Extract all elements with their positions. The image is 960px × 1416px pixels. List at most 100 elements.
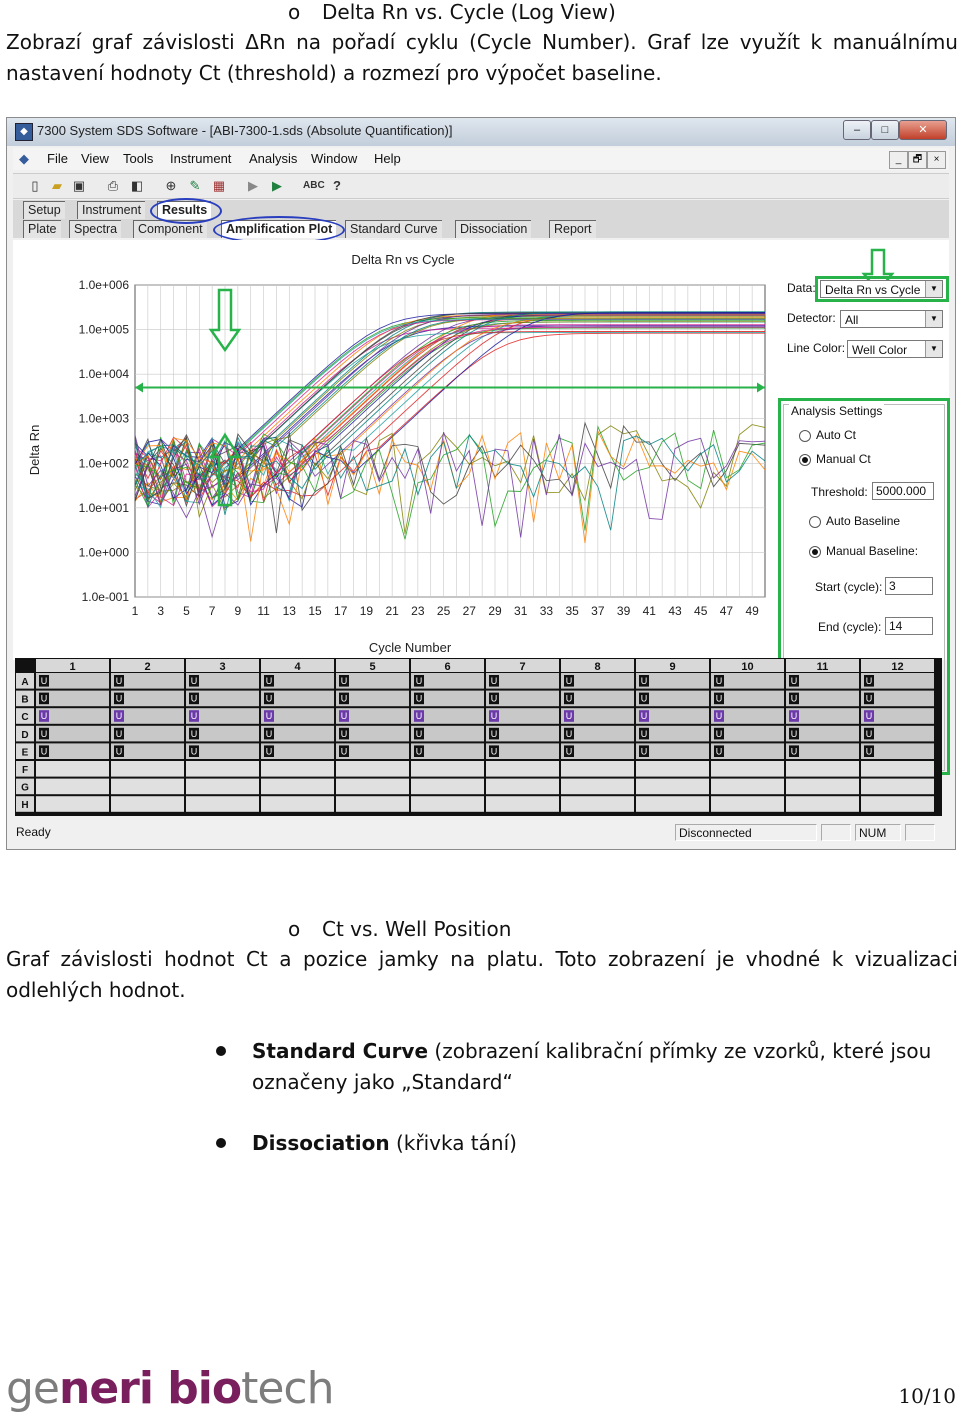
well-mark-bg — [639, 745, 649, 757]
well-mark-bg — [114, 727, 124, 740]
well-mark-bg — [264, 745, 274, 757]
plate-column-header-bg — [486, 659, 559, 672]
mdi-minimize-button[interactable]: _ — [889, 151, 908, 169]
well-mark: U — [266, 711, 273, 721]
plate-row-header-bg — [16, 708, 34, 724]
table-icon[interactable]: ▦ — [212, 178, 226, 193]
x-tick-label: 27 — [463, 604, 477, 618]
well-mark: U — [341, 746, 348, 756]
auto-ct-radio[interactable] — [799, 430, 811, 442]
analysis-settings-title: Analysis Settings — [789, 404, 885, 418]
plate-row-header: D — [21, 730, 28, 741]
minimize-button[interactable]: – — [843, 120, 871, 140]
x-tick-label: 41 — [643, 604, 657, 618]
play-icon[interactable]: ▶ — [272, 178, 282, 193]
tab-setup[interactable]: Setup — [23, 201, 65, 219]
run-icon[interactable]: ▶ — [248, 178, 258, 193]
plate-column-header-bg — [336, 659, 409, 672]
well-mark: U — [866, 694, 873, 704]
threshold-arrow-left — [135, 382, 143, 393]
mdi-close-button[interactable]: × — [927, 151, 946, 169]
mdi-restore-button[interactable]: 🗗 — [908, 151, 927, 169]
detector-dropdown[interactable]: All ▼ — [840, 310, 943, 328]
plate-well — [261, 690, 334, 707]
x-tick-label: 45 — [694, 604, 708, 618]
close-button[interactable]: ✕ — [899, 120, 947, 140]
plate-well — [36, 725, 109, 742]
chart-title: Delta Rn vs Cycle — [351, 252, 454, 267]
plate-well — [486, 796, 559, 812]
line-color-dropdown[interactable]: Well Color ▼ — [847, 340, 943, 358]
plate-well — [861, 708, 934, 724]
plate-column-header-bg — [261, 659, 334, 672]
well-mark-bg — [39, 745, 49, 757]
maximize-button[interactable]: □ — [871, 120, 899, 140]
edit-icon[interactable]: ✎ — [189, 178, 201, 193]
end-cycle-input[interactable]: 14 — [885, 617, 933, 635]
well-mark: U — [566, 694, 573, 704]
plate-well — [636, 761, 709, 777]
open-icon[interactable]: ▰ — [52, 178, 62, 193]
well-mark: U — [341, 694, 348, 704]
well-mark-bg — [714, 745, 724, 757]
manual-baseline-radio[interactable] — [809, 546, 821, 558]
plate-well — [336, 778, 409, 795]
spell-icon[interactable]: ABC — [303, 180, 325, 191]
tab-component[interactable]: Component — [133, 220, 207, 238]
menu-window[interactable]: Window — [311, 151, 358, 166]
well-mark: U — [491, 694, 498, 704]
manual-ct-radio[interactable] — [799, 454, 811, 466]
plate-well — [411, 796, 484, 812]
plate-column-header-bg — [786, 659, 859, 672]
plate-well — [711, 743, 784, 759]
plate-well — [861, 778, 934, 795]
plate-well — [561, 673, 634, 689]
tab-spectra[interactable]: Spectra — [69, 220, 122, 238]
plate-well — [636, 796, 709, 812]
zoom-icon[interactable]: ⊕ — [165, 178, 177, 193]
tab-standard-curve[interactable]: Standard Curve — [345, 220, 442, 238]
amplification-curve — [134, 424, 766, 534]
well-mark-bg — [414, 692, 424, 705]
well-mark-bg — [414, 710, 424, 722]
menu-analysis[interactable]: Analysis — [249, 151, 298, 166]
well-mark: U — [791, 746, 798, 756]
plate-well — [636, 673, 709, 689]
auto-baseline-radio[interactable] — [809, 516, 821, 528]
menu-help[interactable]: Help — [374, 151, 401, 166]
threshold-input[interactable]: 5000.000 — [872, 482, 934, 500]
tab-instrument[interactable]: Instrument — [77, 201, 146, 219]
well-mark-bg — [789, 745, 799, 757]
menu-instrument[interactable]: Instrument — [170, 151, 232, 166]
plate-well — [486, 778, 559, 795]
menu-tools[interactable]: Tools — [123, 151, 154, 166]
print-icon[interactable]: ⎙ — [107, 178, 119, 193]
menu-view[interactable]: View — [81, 151, 109, 166]
tab-plate[interactable]: Plate — [23, 220, 61, 238]
plate-well — [411, 743, 484, 759]
start-cycle-input[interactable]: 3 — [885, 577, 933, 595]
plate-well — [636, 725, 709, 742]
menu-file[interactable]: File — [47, 151, 68, 166]
data-dropdown[interactable]: Delta Rn vs Cycle ▼ — [820, 280, 943, 298]
save-icon[interactable]: ▣ — [72, 178, 86, 193]
x-tick-label: 29 — [488, 604, 502, 618]
print-preview-icon[interactable]: ◧ — [130, 178, 144, 193]
help-icon[interactable]: ? — [333, 178, 341, 193]
new-icon[interactable]: ▯ — [31, 178, 39, 193]
threshold-arrow-right — [757, 382, 765, 393]
well-mark: U — [416, 729, 423, 739]
y-tick-label: 1.0e+004 — [79, 367, 130, 381]
arrow-up-icon — [208, 432, 242, 507]
plate-row-header: G — [21, 783, 29, 794]
plate-grid: 1 2 3 4 5 6 7 8 9 10 11 12 A U U U U U U U U U U U U B U U U U U U U U U U U… — [15, 658, 942, 816]
plate-well — [36, 708, 109, 724]
plate-well — [36, 761, 109, 777]
chevron-down-icon: ▼ — [925, 311, 942, 327]
plate-well — [786, 761, 859, 777]
well-mark-bg — [564, 727, 574, 740]
well-mark-bg — [189, 710, 199, 722]
tab-report[interactable]: Report — [549, 220, 596, 238]
well-mark-bg — [339, 710, 349, 722]
tab-dissociation[interactable]: Dissociation — [455, 220, 532, 238]
